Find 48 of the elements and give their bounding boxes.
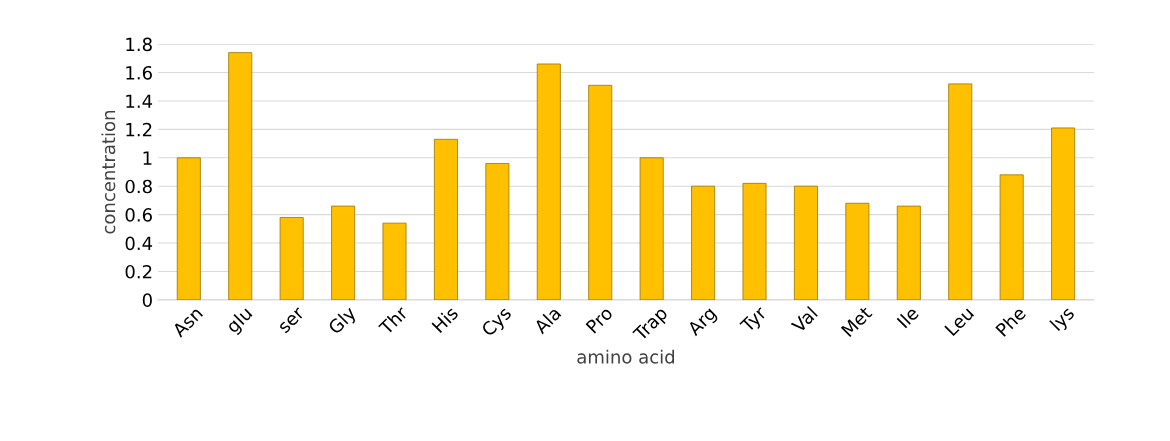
y-axis-title: concentration <box>101 111 116 234</box>
x-tick-label: Arg <box>686 306 720 339</box>
x-tick-label: Val <box>790 305 819 334</box>
y-tick-label: 1 <box>143 151 152 165</box>
bar <box>433 138 458 300</box>
x-tick-label: Leu <box>944 306 975 337</box>
y-tick-label: 1.6 <box>126 65 152 80</box>
x-tick-label: Pro <box>585 305 614 334</box>
x-tick-label: Tyr <box>739 305 770 336</box>
bar <box>999 174 1024 300</box>
y-tick-label: 1.8 <box>126 37 152 52</box>
bar <box>896 205 921 300</box>
bar <box>485 163 510 300</box>
bar <box>382 222 407 300</box>
y-tick-label: 0.4 <box>125 236 153 251</box>
y-tick-label: 0.8 <box>125 179 152 194</box>
x-tick-label: glu <box>224 305 256 337</box>
bar <box>845 202 870 300</box>
bar <box>742 182 767 300</box>
bar <box>793 185 818 300</box>
x-tick-label: Ala <box>532 305 562 335</box>
bar <box>228 52 253 300</box>
y-tick-label: 1.4 <box>126 94 153 108</box>
y-tick-label: 0.6 <box>125 208 152 222</box>
x-tick-label: Ile <box>896 305 920 329</box>
x-tick-label: Phe <box>994 305 1027 338</box>
bar <box>279 217 304 300</box>
bar <box>948 83 973 300</box>
bar <box>691 185 716 300</box>
y-tick-label: 1.2 <box>126 122 152 137</box>
x-tick-label: ser <box>278 307 306 334</box>
bar <box>1051 127 1076 300</box>
x-tick-label: Thr <box>377 304 409 336</box>
x-tick-label: Trap <box>632 305 671 345</box>
bar <box>331 205 356 300</box>
bar <box>639 157 664 300</box>
x-tick-label: Cys <box>480 305 515 340</box>
bar <box>588 84 613 300</box>
bar <box>536 63 561 300</box>
x-tick-label: His <box>431 305 459 334</box>
x-tick-label: Asn <box>171 306 204 338</box>
bar <box>176 157 201 300</box>
x-tick-label: lys <box>1049 305 1078 334</box>
x-tick-label: Met <box>840 305 873 338</box>
y-tick-label: 0 <box>142 293 152 307</box>
y-tick-label: 0.2 <box>125 264 152 279</box>
x-axis-title: amino acid <box>577 349 674 364</box>
x-tick-label: Gly <box>327 305 360 338</box>
